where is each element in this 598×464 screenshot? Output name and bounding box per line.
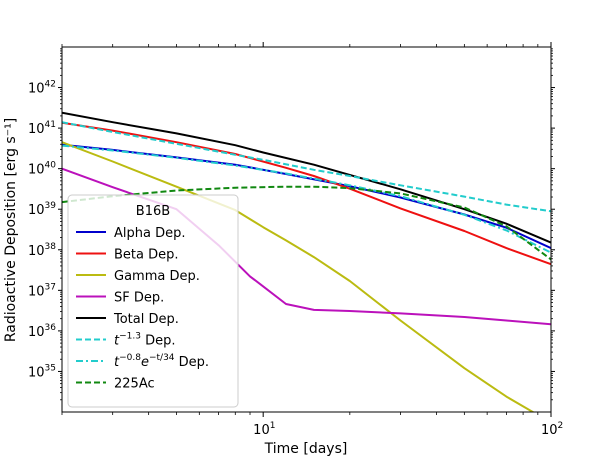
legend-label-base: e: [141, 355, 149, 370]
x-tick-exponent: 2: [558, 421, 564, 431]
x-tick-mantissa: 10: [253, 423, 270, 438]
y-tick-mantissa: 10: [28, 325, 45, 340]
legend-label-sup: −1.3: [119, 332, 141, 342]
x-axis-label: Time [days]: [264, 441, 348, 457]
legend-label-sup: −t/34: [149, 353, 175, 363]
y-tick-mantissa: 10: [28, 284, 45, 299]
legend-label-sup: −0.8: [119, 353, 141, 363]
series-line-2: [62, 141, 535, 412]
legend-label-base: t: [114, 355, 120, 370]
y-tick-label: 1035: [28, 363, 56, 380]
y-tick-mantissa: 10: [28, 244, 45, 259]
y-tick-exponent: 42: [45, 80, 56, 90]
x-tick-mantissa: 10: [541, 423, 558, 438]
x-tick-label: 102: [541, 421, 563, 438]
y-tick-label: 1039: [28, 201, 56, 218]
y-axis-label: Radioactive Deposition [erg s⁻¹]: [3, 118, 19, 342]
legend-label-3: SF Dep.: [114, 291, 164, 306]
y-tick-mantissa: 10: [28, 365, 45, 380]
legend-title: B16B: [136, 204, 170, 219]
series-line-6: [62, 144, 551, 254]
y-tick-exponent: 38: [45, 242, 57, 252]
legend-label-1: Beta Dep.: [114, 248, 179, 263]
y-tick-mantissa: 10: [28, 122, 45, 137]
legend-label-base: Dep.: [141, 334, 176, 349]
y-tick-label: 1038: [28, 242, 56, 259]
legend-label-base: Dep.: [175, 355, 210, 370]
legend-box: [67, 194, 239, 408]
x-tick-label: 101: [253, 421, 275, 438]
legend-label-6: t−0.8e−t/34 Dep.: [114, 353, 209, 370]
y-tick-label: 1041: [28, 120, 56, 137]
legend-label-5: t−1.3 Dep.: [114, 332, 176, 349]
legend-label-4: Total Dep.: [113, 312, 179, 327]
legend: B16B Alpha Dep. Beta Dep. Gamma Dep. SF Dep.…: [67, 194, 239, 408]
series-line-4: [62, 111, 551, 244]
y-tick-mantissa: 10: [28, 163, 45, 178]
legend-label-base: t: [114, 334, 120, 349]
y-tick-exponent: 36: [45, 323, 57, 333]
y-tick-exponent: 39: [45, 201, 57, 211]
y-tick-label: 1036: [28, 323, 56, 340]
legend-label-0: Alpha Dep.: [114, 226, 186, 241]
y-tick-label: 1037: [28, 282, 56, 299]
legend-label-2: Gamma Dep.: [114, 269, 200, 284]
y-tick-exponent: 37: [45, 282, 56, 292]
y-tick-label: 1042: [28, 80, 56, 97]
x-tick-exponent: 1: [270, 421, 276, 431]
y-tick-exponent: 41: [45, 120, 56, 130]
y-tick-exponent: 40: [45, 161, 57, 171]
y-tick-label: 1040: [28, 161, 56, 178]
series-line-7: [62, 185, 551, 261]
y-tick-exponent: 35: [45, 363, 56, 373]
series-line-1: [62, 121, 551, 266]
legend-label-7: 225Ac: [114, 377, 155, 392]
y-tick-mantissa: 10: [28, 203, 45, 218]
plot-frame: [61, 46, 552, 413]
y-tick-mantissa: 10: [28, 82, 45, 97]
series-line-5: [62, 121, 551, 213]
